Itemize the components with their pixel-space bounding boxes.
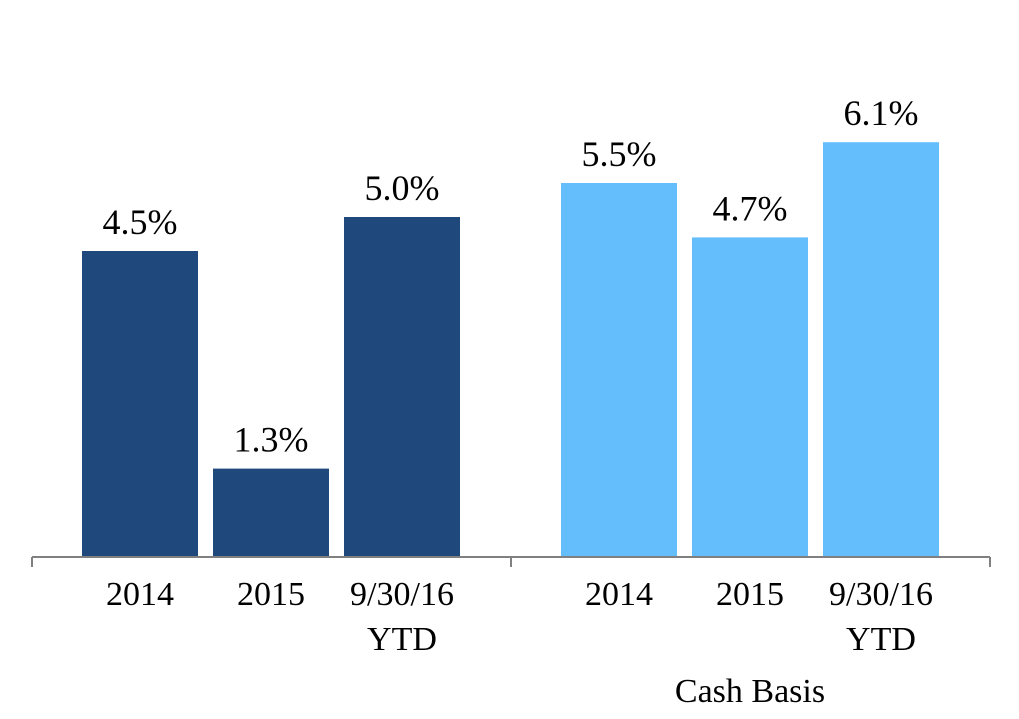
tick-label-1-3: 9/30/16 [350, 576, 454, 613]
labels-layer: 4.5% 2014 1.3% 2015 5.0% 9/30/16 YTD 5.5% 2014 4.… [103, 93, 933, 710]
bar-2-3 [823, 142, 939, 557]
group-label-2: Cash Basis [675, 673, 825, 710]
value-label-1-2: 1.3% [234, 420, 309, 460]
tick-label-2-3-line2: YTD [846, 621, 916, 658]
x-axis [31, 556, 991, 567]
tick-label-2-2: 2015 [716, 576, 784, 613]
tick-label-2-3: 9/30/16 [829, 576, 933, 613]
bars-layer [82, 142, 939, 557]
value-label-2-1: 5.5% [582, 134, 657, 174]
bar-1-1 [82, 251, 198, 557]
value-label-1-3: 5.0% [365, 168, 440, 208]
bar-1-3 [344, 217, 460, 557]
tick-label-2-1: 2014 [585, 576, 653, 613]
tick-label-1-2: 2015 [237, 576, 305, 613]
bar-1-2 [213, 468, 329, 557]
tick-label-1-1: 2014 [106, 576, 174, 613]
value-label-2-2: 4.7% [713, 188, 788, 228]
bar-2-2 [692, 237, 808, 557]
tick-label-1-3-line2: YTD [367, 621, 437, 658]
value-label-2-3: 6.1% [844, 93, 919, 133]
bar-2-1 [561, 183, 677, 557]
value-label-1-1: 4.5% [103, 202, 178, 242]
